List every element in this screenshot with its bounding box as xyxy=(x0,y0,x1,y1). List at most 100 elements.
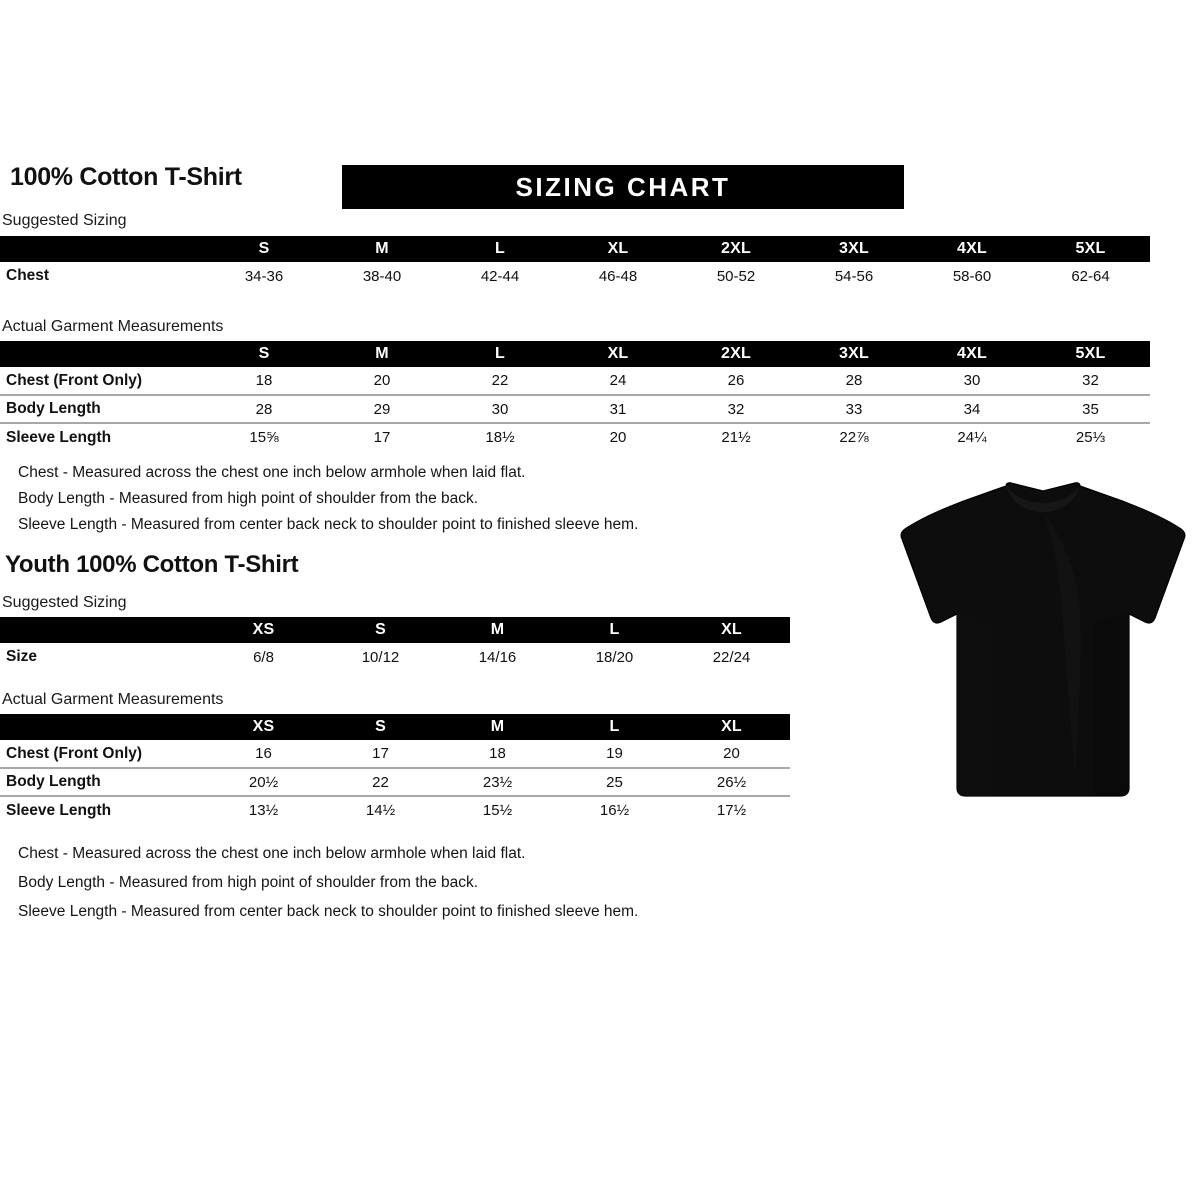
column-header-4xl: 4XL xyxy=(957,240,987,257)
row-label-sleeve-length: Sleeve Length xyxy=(0,795,205,824)
column-header-rowlabel xyxy=(0,236,205,262)
column-header-s: S xyxy=(375,621,386,638)
cell-bodylength-s: 22 xyxy=(322,767,439,796)
row-label-sleeve-length: Sleeve Length xyxy=(0,422,205,451)
row-label-body-length: Body Length xyxy=(0,767,205,796)
cell-sleevelength-5xl: 25⅓ xyxy=(1031,422,1150,451)
cell-size-xs: 6/8 xyxy=(205,643,322,671)
row-label-body-length: Body Length xyxy=(0,394,205,423)
cell-bodylength-m: 29 xyxy=(323,394,441,423)
table-row: Chest (Front Only) 16 17 18 19 20 xyxy=(0,740,790,768)
cell-size-m: 14/16 xyxy=(439,643,556,671)
column-header-xl: XL xyxy=(721,718,742,735)
cell-size-xl: 22/24 xyxy=(673,643,790,671)
table-header-row: S M L XL 2XL 3XL 4XL 5XL xyxy=(0,341,1150,367)
cell-sleevelength-m: 17 xyxy=(323,422,441,451)
header-row: 100% Cotton T-Shirt xyxy=(0,163,1200,209)
tshirt-icon xyxy=(900,482,1186,797)
cell-chestfront-3xl: 28 xyxy=(795,367,913,395)
cell-chestfront-l: 19 xyxy=(556,740,673,768)
cell-bodylength-xl: 31 xyxy=(559,394,677,423)
column-header-xs: XS xyxy=(252,718,275,735)
cell-bodylength-5xl: 35 xyxy=(1031,394,1150,423)
column-header-3xl: 3XL xyxy=(839,240,869,257)
adult-actual-measurements-caption: Actual Garment Measurements xyxy=(2,318,224,335)
table-row: Size 6/8 10/12 14/16 18/20 22/24 xyxy=(0,643,790,671)
column-header-m: M xyxy=(375,240,389,257)
youth-actual-measurements-table: XS S M L XL Chest (Front Only) 16 17 18 … xyxy=(0,714,790,824)
column-header-2xl: 2XL xyxy=(721,345,751,362)
cell-sleevelength-s: 15⅝ xyxy=(205,422,323,451)
cell-chestfront-2xl: 26 xyxy=(677,367,795,395)
youth-note-chest: Chest - Measured across the chest one in… xyxy=(18,845,526,862)
sizing-chart-banner-label: SIZING CHART xyxy=(515,171,731,202)
adult-actual-measurements-table: S M L XL 2XL 3XL 4XL 5XL Chest (Front On… xyxy=(0,341,1150,451)
youth-suggested-sizing-table: XS S M L XL Size 6/8 10/12 14/16 18/20 2… xyxy=(0,617,790,671)
adult-note-body-length: Body Length - Measured from high point o… xyxy=(18,490,479,507)
column-header-l: L xyxy=(495,345,505,362)
column-header-3xl: 3XL xyxy=(839,345,869,362)
row-label-chest: Chest xyxy=(0,262,205,290)
cell-chest-xl: 46-48 xyxy=(559,262,677,290)
column-header-4xl: 4XL xyxy=(957,345,987,362)
adult-note-chest: Chest - Measured across the chest one in… xyxy=(18,464,526,481)
table-row: Chest (Front Only) 18 20 22 24 26 28 30 … xyxy=(0,367,1150,395)
cell-chest-4xl: 58-60 xyxy=(913,262,1031,290)
adult-note-sleeve-length: Sleeve Length - Measured from center bac… xyxy=(18,516,639,533)
column-header-xl: XL xyxy=(721,621,742,638)
adult-suggested-sizing-table: S M L XL 2XL 3XL 4XL 5XL Chest 34-36 38-… xyxy=(0,236,1150,290)
cell-sleevelength-m: 15½ xyxy=(439,795,556,824)
cell-sleevelength-xl: 20 xyxy=(559,422,677,451)
column-header-rowlabel xyxy=(0,714,205,740)
table-row: Sleeve Length 15⅝ 17 18½ 20 21½ 22⅞ 24¼ … xyxy=(0,422,1150,451)
cell-sleevelength-2xl: 21½ xyxy=(677,422,795,451)
table-row: Sleeve Length 13½ 14½ 15½ 16½ 17½ xyxy=(0,795,790,824)
row-label-chest-front-only: Chest (Front Only) xyxy=(0,740,205,768)
column-header-rowlabel xyxy=(0,341,205,367)
youth-note-sleeve-length: Sleeve Length - Measured from center bac… xyxy=(18,903,639,920)
cell-chest-5xl: 62-64 xyxy=(1031,262,1150,290)
cell-chest-3xl: 54-56 xyxy=(795,262,913,290)
cell-bodylength-xs: 20½ xyxy=(205,767,322,796)
column-header-xs: XS xyxy=(252,621,275,638)
table-row: Body Length 28 29 30 31 32 33 34 35 xyxy=(0,394,1150,423)
cell-bodylength-xl: 26½ xyxy=(673,767,790,796)
cell-bodylength-l: 25 xyxy=(556,767,673,796)
youth-section-title: Youth 100% Cotton T-Shirt xyxy=(5,551,299,578)
sizing-chart-banner: SIZING CHART xyxy=(342,165,904,209)
cell-chest-l: 42-44 xyxy=(441,262,559,290)
row-label-chest-front-only: Chest (Front Only) xyxy=(0,367,205,395)
cell-chestfront-xl: 24 xyxy=(559,367,677,395)
column-header-l: L xyxy=(609,621,620,638)
column-header-m: M xyxy=(490,621,505,638)
youth-suggested-sizing-caption: Suggested Sizing xyxy=(2,594,127,611)
column-header-m: M xyxy=(375,345,389,362)
cell-chest-m: 38-40 xyxy=(323,262,441,290)
cell-chest-2xl: 50-52 xyxy=(677,262,795,290)
adult-suggested-sizing-caption: Suggested Sizing xyxy=(2,212,127,229)
column-header-l: L xyxy=(609,718,620,735)
column-header-5xl: 5XL xyxy=(1075,345,1106,362)
table-header-row: S M L XL 2XL 3XL 4XL 5XL xyxy=(0,236,1150,262)
cell-sleevelength-xl: 17½ xyxy=(673,795,790,824)
cell-size-s: 10/12 xyxy=(322,643,439,671)
cell-sleevelength-xs: 13½ xyxy=(205,795,322,824)
tshirt-illustration xyxy=(893,472,1193,807)
youth-note-body-length: Body Length - Measured from high point o… xyxy=(18,874,479,891)
cell-bodylength-l: 30 xyxy=(441,394,559,423)
row-label-size: Size xyxy=(0,643,205,671)
cell-chestfront-s: 17 xyxy=(322,740,439,768)
column-header-s: S xyxy=(375,718,386,735)
cell-chestfront-xl: 20 xyxy=(673,740,790,768)
column-header-xl: XL xyxy=(607,345,629,362)
cell-bodylength-4xl: 34 xyxy=(913,394,1031,423)
column-header-s: S xyxy=(258,240,270,257)
column-header-xl: XL xyxy=(607,240,629,257)
table-row: Body Length 20½ 22 23½ 25 26½ xyxy=(0,767,790,796)
youth-actual-measurements-caption: Actual Garment Measurements xyxy=(2,691,224,708)
column-header-5xl: 5XL xyxy=(1075,240,1106,257)
cell-chestfront-m: 20 xyxy=(323,367,441,395)
cell-chestfront-5xl: 32 xyxy=(1031,367,1150,395)
product-title: 100% Cotton T-Shirt xyxy=(10,163,242,191)
